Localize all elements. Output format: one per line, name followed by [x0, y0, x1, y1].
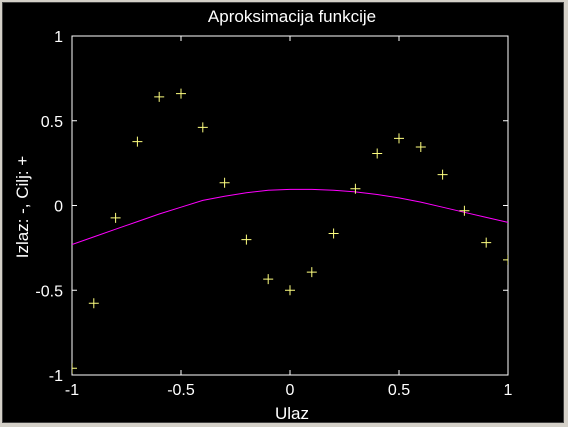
target-point — [372, 148, 383, 159]
x-axis-label: Ulaz — [275, 404, 309, 422]
plot-area: -1 -0.5 0 0.5 1 -1 -0.5 0 0.5 1 — [35, 29, 513, 399]
target-point — [219, 177, 230, 188]
y-tick-label: 0.5 — [41, 114, 63, 131]
x-tick-label: -1 — [65, 382, 79, 399]
target-point — [154, 91, 165, 102]
target-point — [72, 363, 77, 374]
target-point — [241, 234, 252, 245]
target-point — [176, 88, 186, 99]
target-point — [394, 133, 404, 144]
target-point — [263, 274, 274, 285]
target-point — [503, 254, 508, 265]
y-tick-label: -1 — [49, 368, 63, 385]
target-point — [132, 136, 143, 147]
y-axis-label: Izlaz: -, Cilj: + — [13, 156, 32, 259]
target-point — [328, 228, 339, 239]
target-point — [88, 298, 99, 309]
y-tick-label: 1 — [54, 29, 63, 46]
target-point — [459, 205, 470, 216]
x-tick-label: 0.5 — [388, 382, 410, 399]
target-point — [350, 183, 361, 194]
target-point — [306, 267, 317, 278]
target-point — [415, 142, 426, 153]
x-tick-label: -0.5 — [167, 382, 195, 399]
target-point — [110, 212, 121, 223]
target-point — [481, 237, 492, 248]
x-tick-label: 1 — [504, 382, 513, 399]
output-line — [72, 188, 508, 245]
target-point — [285, 285, 295, 296]
y-tick-label: -0.5 — [35, 283, 63, 300]
chart-title: Aproksimacija funkcije — [208, 7, 376, 26]
chart-svg: Aproksimacija funkcije -1 -0.5 0 0.5 1 -1 -0.5… — [13, 7, 513, 422]
axes-box — [71, 35, 509, 376]
figure-window: Aproksimacija funkcije -1 -0.5 0 0.5 1 -1 -0.5… — [2, 2, 564, 423]
x-tick-label: 0 — [286, 382, 295, 399]
target-point — [437, 169, 448, 180]
y-tick-label: 0 — [54, 199, 63, 216]
target-point — [197, 122, 208, 133]
